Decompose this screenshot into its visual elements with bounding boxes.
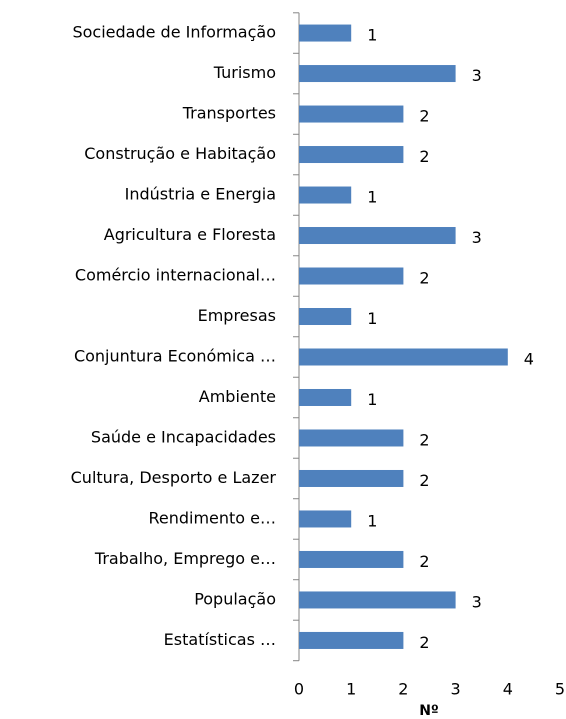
y-tick-label: Construção e Habitação (84, 144, 276, 163)
bar (299, 186, 352, 204)
data-label: 1 (367, 26, 377, 45)
data-label: 3 (472, 228, 482, 247)
x-tick-label: 2 (398, 680, 408, 699)
bar (299, 429, 404, 447)
y-tick-label: Turismo (213, 63, 276, 82)
data-label: 2 (419, 147, 429, 166)
bar (299, 631, 404, 649)
data-label: 1 (367, 309, 377, 328)
data-label: 1 (367, 511, 377, 530)
x-tick-label: 5 (555, 680, 565, 699)
y-tick-label: Estatísticas … (164, 630, 276, 649)
bar (299, 105, 404, 123)
bar (299, 24, 352, 42)
data-label: 2 (419, 107, 429, 126)
data-label: 3 (472, 66, 482, 85)
bar (299, 469, 404, 487)
y-tick-label: Saúde e Incapacidades (91, 427, 276, 446)
y-tick-label: Comércio internacional… (75, 266, 276, 285)
data-label: 1 (367, 390, 377, 409)
data-label: 4 (524, 349, 534, 368)
y-tick-label: Transportes (182, 104, 276, 123)
y-tick-label: Indústria e Energia (125, 185, 276, 204)
data-label: 1 (367, 188, 377, 207)
y-tick-label: Sociedade de Informação (72, 23, 276, 42)
y-tick-label: Ambiente (199, 387, 276, 406)
bar (299, 348, 508, 366)
bar (299, 227, 456, 245)
bar (299, 65, 456, 83)
y-tick-label: Agricultura e Floresta (104, 225, 276, 244)
bar (299, 388, 352, 406)
bar (299, 308, 352, 326)
data-label: 2 (419, 269, 429, 288)
bar (299, 267, 404, 285)
bar (299, 146, 404, 164)
bar (299, 591, 456, 609)
x-tick-label: 0 (294, 680, 304, 699)
y-tick-label: Cultura, Desporto e Lazer (71, 468, 277, 487)
x-axis-title: Nº (419, 703, 439, 719)
bar (299, 550, 404, 568)
x-tick-label: 4 (503, 680, 513, 699)
data-label: 3 (472, 592, 482, 611)
x-tick-label: 1 (346, 680, 356, 699)
y-tick-label: Empresas (198, 306, 276, 325)
data-label: 2 (419, 430, 429, 449)
x-tick-label: 3 (451, 680, 461, 699)
data-label: 2 (419, 552, 429, 571)
y-tick-label: População (194, 589, 276, 608)
data-label: 2 (419, 633, 429, 652)
data-label: 2 (419, 471, 429, 490)
y-tick-label: Rendimento e… (148, 508, 276, 527)
bar (299, 510, 352, 528)
y-tick-label: Trabalho, Emprego e… (94, 549, 276, 568)
y-tick-label: Conjuntura Económica … (74, 346, 276, 365)
